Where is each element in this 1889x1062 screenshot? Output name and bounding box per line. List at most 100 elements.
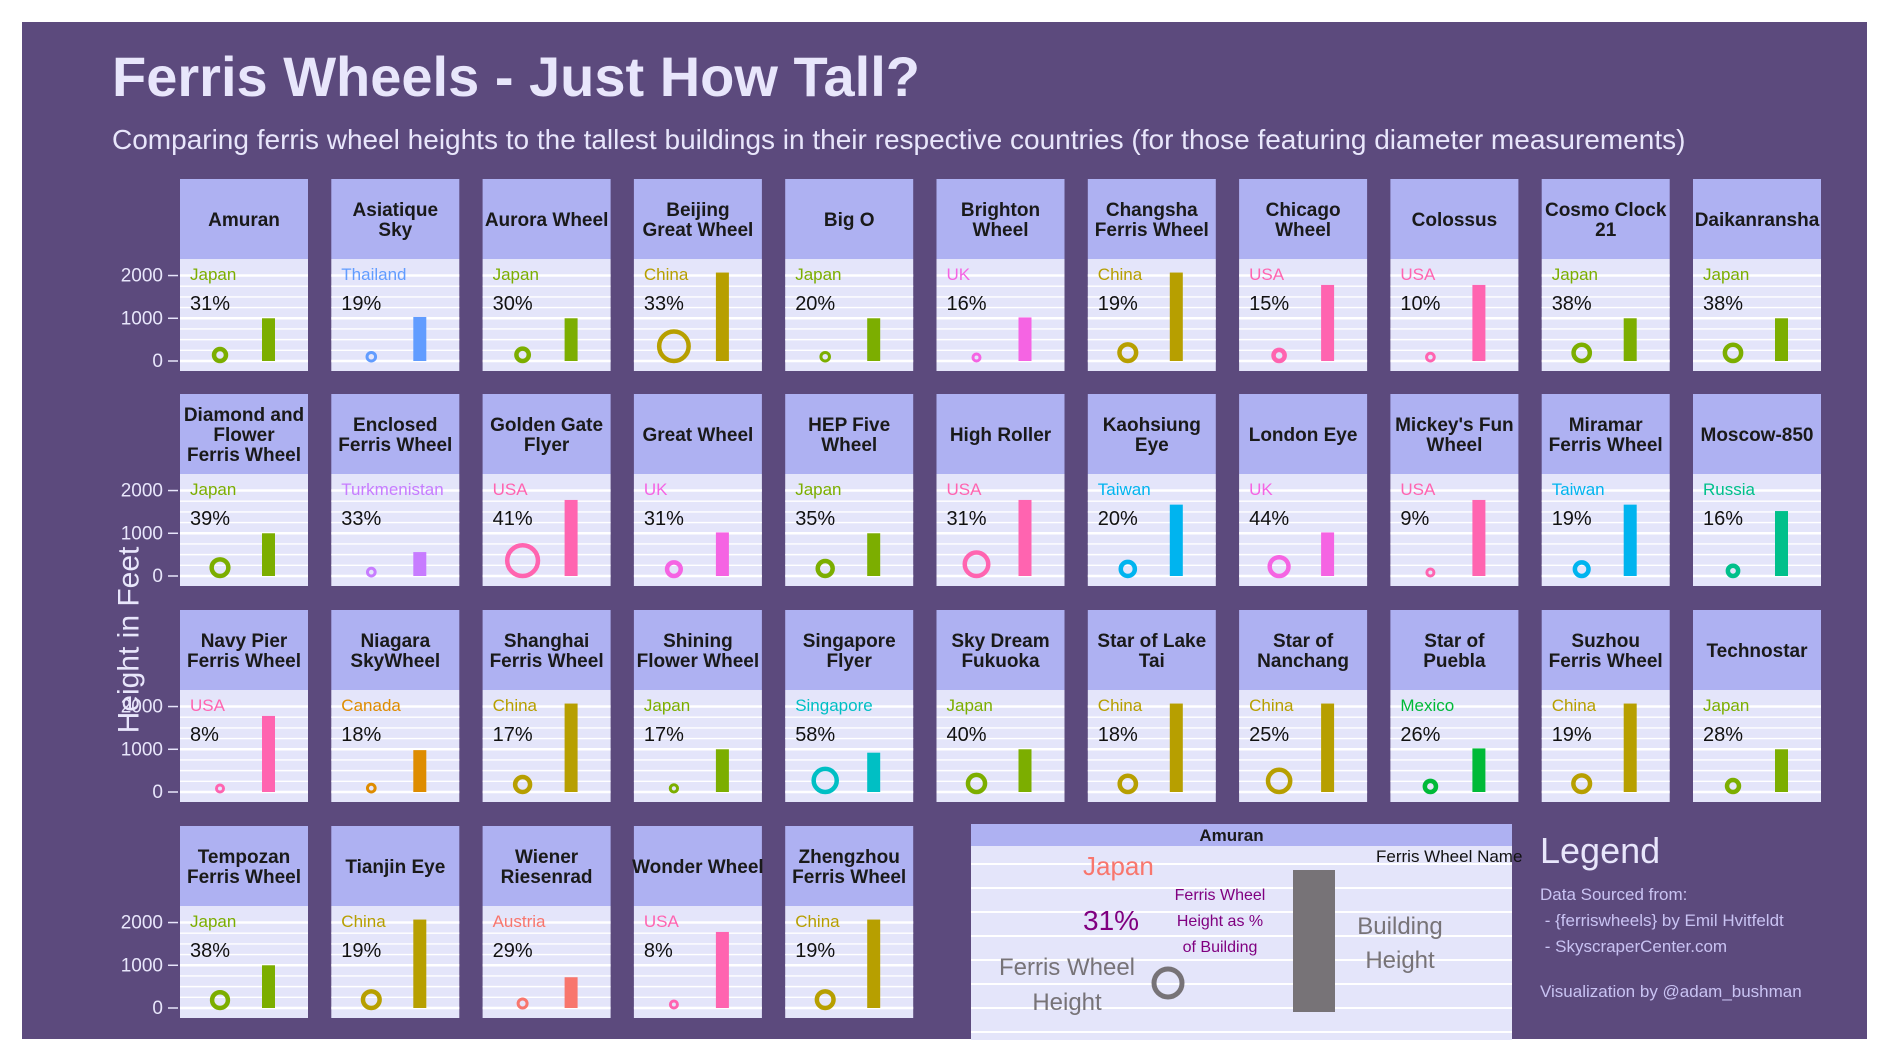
facet-strip: [633, 179, 762, 259]
ferris-wheel-circle: [1118, 559, 1138, 579]
building-bar: [564, 977, 578, 1008]
facet-panel: [180, 259, 308, 371]
country-label: Mexico: [1400, 696, 1454, 715]
facet-strip: [1239, 610, 1368, 690]
facet-panel: [180, 474, 308, 586]
facet-title: Shining: [663, 631, 733, 652]
y-tick-label: 0: [152, 351, 163, 372]
country-label: China: [1098, 696, 1143, 715]
chart-title: Ferris Wheels - Just How Tall?: [112, 45, 921, 108]
building-bar: [1623, 703, 1637, 792]
ferris-wheel-circle: [516, 997, 529, 1010]
country-label: Japan: [795, 480, 841, 499]
facet-title: Asiatique: [353, 200, 439, 221]
facet-panel: [633, 906, 762, 1018]
facet-title: Riesenrad: [501, 867, 593, 888]
facet-panel: [1541, 474, 1670, 586]
ferris-wheel-circle: [656, 329, 691, 364]
building-bar: [1169, 703, 1183, 792]
country-label: UK: [1249, 480, 1273, 499]
ferris-wheel-circle: [512, 774, 533, 795]
country-label: China: [1552, 696, 1597, 715]
facet-strip: [1693, 179, 1821, 259]
building-bar: [867, 919, 881, 1008]
building-bar: [564, 499, 578, 576]
percent-label: 35%: [795, 508, 835, 530]
building-bar: [867, 752, 881, 792]
facet-title: Enclosed: [353, 415, 437, 436]
ferris-wheel-circle: [504, 542, 541, 579]
facet-title: Wiener: [515, 847, 579, 868]
percent-label: 18%: [341, 724, 381, 746]
facet-strip: [936, 394, 1065, 474]
building-bar: [715, 272, 729, 361]
facet-panel: [1390, 690, 1519, 802]
legend-building-caption: Height: [1365, 947, 1435, 974]
country-label: Thailand: [341, 265, 406, 284]
facet-title: High Roller: [950, 425, 1052, 446]
facet-title: Ferris Wheel: [187, 867, 301, 888]
building-bar: [262, 533, 275, 576]
percent-label: 58%: [795, 724, 835, 746]
percent-label: 38%: [1552, 293, 1592, 315]
ferris-wheel-circle: [1117, 773, 1139, 795]
ferris-wheel-circle: [514, 346, 532, 364]
legend-title: Legend: [1540, 830, 1661, 871]
facet-title: Ferris Wheel: [1549, 435, 1663, 456]
facet-strip: [633, 826, 762, 906]
ferris-wheel-circle: [811, 766, 839, 795]
country-label: Canada: [341, 696, 401, 715]
building-bar: [1169, 272, 1183, 361]
facet-panel: [936, 690, 1065, 802]
facet-panel: [331, 474, 460, 586]
facet-title: Cosmo Clock: [1545, 200, 1667, 221]
country-label: Taiwan: [1552, 480, 1605, 499]
percent-label: 16%: [1703, 508, 1743, 530]
facet-title: Flower: [213, 425, 275, 446]
percent-label: 38%: [1703, 293, 1743, 315]
y-tick-label: 1000: [121, 308, 163, 329]
facet-panel: [1693, 259, 1821, 371]
building-bar: [1169, 504, 1183, 576]
percent-label: 10%: [1400, 293, 1440, 315]
percent-label: 19%: [341, 940, 381, 962]
country-label: Taiwan: [1098, 480, 1151, 499]
facet-title: Sky Dream: [951, 631, 1049, 652]
ferris-wheel-circle: [664, 560, 683, 579]
facet-title: Flyer: [826, 651, 872, 672]
y-tick-label: 2000: [121, 266, 163, 287]
legend-percent-caption: Ferris Wheel: [1175, 887, 1266, 904]
building-bar: [564, 318, 578, 361]
facet-title: Star of: [1273, 631, 1334, 652]
country-label: China: [1249, 696, 1294, 715]
percent-label: 38%: [190, 940, 230, 962]
facet-title: Zhengzhou: [799, 847, 900, 868]
facet-title: Flower Wheel: [637, 651, 759, 672]
percent-label: 19%: [1098, 293, 1138, 315]
facet-strip: [180, 179, 308, 259]
y-tick-label: 1000: [121, 523, 163, 544]
facet-strip: [1087, 179, 1216, 259]
country-label: Japan: [1703, 265, 1749, 284]
legend-ferris-wheel-caption: Ferris Wheel: [999, 954, 1135, 981]
facet-title: Wheel: [821, 435, 877, 456]
country-label: USA: [644, 912, 680, 931]
facet-title: Star of: [1424, 631, 1485, 652]
building-bar: [262, 318, 275, 361]
legend-ferris-wheel-circle: [1151, 966, 1185, 1000]
facet-title: Golden Gate: [490, 415, 603, 436]
building-bar: [1775, 318, 1788, 361]
percent-label: 31%: [644, 508, 684, 530]
country-label: Japan: [190, 912, 236, 931]
facet-strip: [482, 610, 611, 690]
percent-label: 17%: [493, 724, 533, 746]
building-bar: [564, 703, 578, 792]
facet-title: Niagara: [360, 631, 430, 652]
ferris-wheel-circle: [365, 566, 377, 578]
y-tick-label: 2000: [121, 481, 163, 502]
country-label: UK: [644, 480, 668, 499]
facet-panel: [180, 906, 308, 1018]
percent-label: 39%: [190, 508, 230, 530]
ferris-wheel-circle: [971, 352, 982, 363]
